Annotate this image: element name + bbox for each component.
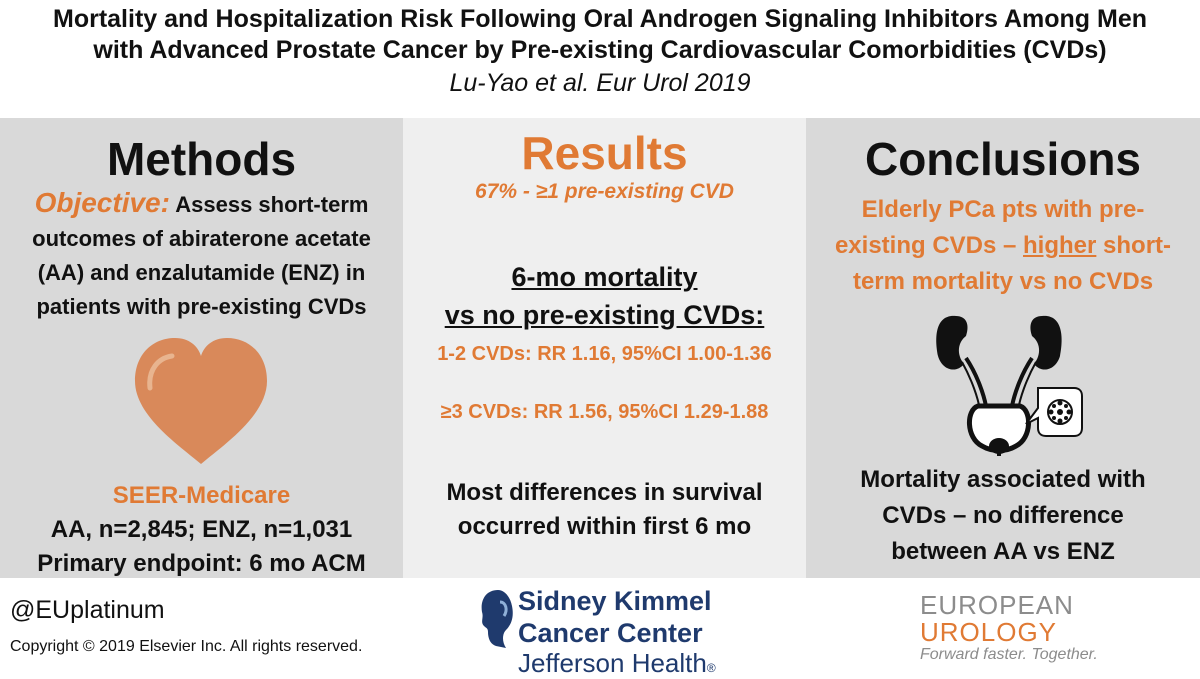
title-line-2: with Advanced Prostate Cancer by Pre-exi… xyxy=(93,36,1107,64)
objective-label: Objective: xyxy=(34,187,170,218)
sk-line-3-text: Jefferson Health xyxy=(518,648,707,678)
eu-logo-line-2: UROLOGY xyxy=(920,617,1058,647)
objective-line-1: Objective: Assess short-term xyxy=(0,186,403,222)
copyright: Copyright © 2019 Elsevier Inc. All right… xyxy=(10,638,363,655)
conclusions-panel: Conclusions Elderly PCa pts with pre- ex… xyxy=(806,118,1200,578)
conclusion-2-line-1: Mortality associated with xyxy=(860,466,1146,493)
mortality-title: 6-mo mortality vs no pre-existing CVDs: xyxy=(403,258,806,334)
header: Mortality and Hospitalization Risk Follo… xyxy=(0,0,1200,112)
european-urology-logo: EUROPEAN UROLOGY Forward faster. Togethe… xyxy=(920,592,1190,664)
cvd-prevalence-text: 67% - ≥1 pre-existing CVD xyxy=(475,180,734,203)
objective-text: Objective: Assess short-term outcomes of… xyxy=(0,186,403,324)
footer: @EUplatinum Copyright © 2019 Elsevier In… xyxy=(0,578,1200,678)
title-line-1: Mortality and Hospitalization Risk Follo… xyxy=(53,5,1147,33)
conclusion-1: Elderly PCa pts with pre- existing CVDs … xyxy=(806,192,1200,300)
objective-line-3: (AA) and enzalutamide (ENZ) in xyxy=(37,260,366,285)
primary-endpoint: Primary endpoint: 6 mo ACM xyxy=(37,550,366,577)
rr-1-2-cvds: 1-2 CVDs: RR 1.16, 95%CI 1.00-1.36 xyxy=(437,343,772,365)
eu-logo-line-1: EUROPEAN xyxy=(920,590,1074,620)
objective-line-1-text: Assess short-term xyxy=(169,192,369,217)
cvd-prevalence: 67% - ≥1 pre-existing CVD xyxy=(403,178,806,206)
sk-line-2: Cancer Center xyxy=(518,618,703,648)
results-heading: Results xyxy=(521,127,688,179)
conclusion-2-line-2: CVDs – no difference xyxy=(882,502,1124,529)
conclusion-1-line-2c: short- xyxy=(1096,232,1172,259)
data-source: SEER-Medicare xyxy=(112,482,291,509)
heart-icon xyxy=(0,336,403,466)
survival-line-2: occurred within first 6 mo xyxy=(457,513,752,540)
objective-line-4: patients with pre-existing CVDs xyxy=(36,294,367,319)
eu-logo-tagline: Forward faster. Together. xyxy=(920,646,1098,663)
conclusion-2-line-3: between AA vs ENZ xyxy=(891,538,1115,565)
conclusion-1-line-3: term mortality vs no CVDs xyxy=(852,268,1154,295)
sample-size: AA, n=2,845; ENZ, n=1,031 xyxy=(50,516,353,543)
registered-mark: ® xyxy=(706,661,716,675)
survival-note: Most differences in survival occurred wi… xyxy=(403,476,806,544)
citation: Lu-Yao et al. Eur Urol 2019 xyxy=(449,69,751,97)
mortality-title-line-2: vs no pre-existing CVDs: xyxy=(444,300,765,330)
conclusion-1-line-2: existing CVDs – higher short- xyxy=(806,228,1200,264)
conclusion-1-line-1: Elderly PCa pts with pre- xyxy=(861,196,1145,223)
objective-line-2: outcomes of abiraterone acetate xyxy=(32,226,371,251)
sk-line-3: Jefferson Health® xyxy=(518,648,716,679)
prostate-kidney-icon xyxy=(806,306,1200,456)
conclusion-1-emphasis: higher xyxy=(1023,232,1097,259)
conclusion-1-line-2a: existing CVDs – xyxy=(834,232,1024,259)
mortality-title-line-1: 6-mo mortality xyxy=(511,262,698,292)
head-profile-icon xyxy=(481,590,513,648)
social-handle[interactable]: @EUplatinum xyxy=(10,596,165,624)
page-title: Mortality and Hospitalization Risk Follo… xyxy=(0,4,1200,66)
rr-3-cvds: ≥3 CVDs: RR 1.56, 95%CI 1.29-1.88 xyxy=(440,401,769,423)
methods-panel: Methods Objective: Assess short-term out… xyxy=(0,118,403,578)
results-panel: Results 67% - ≥1 pre-existing CVD 6-mo m… xyxy=(403,118,806,578)
survival-line-1: Most differences in survival xyxy=(446,479,763,506)
conclusions-heading: Conclusions xyxy=(864,133,1142,185)
sk-line-1: Sidney Kimmel xyxy=(518,586,712,616)
methods-heading: Methods xyxy=(106,133,297,185)
conclusion-2: Mortality associated with CVDs – no diff… xyxy=(806,462,1200,570)
sidney-kimmel-logo: Sidney Kimmel Cancer Center Jefferson He… xyxy=(476,582,736,678)
